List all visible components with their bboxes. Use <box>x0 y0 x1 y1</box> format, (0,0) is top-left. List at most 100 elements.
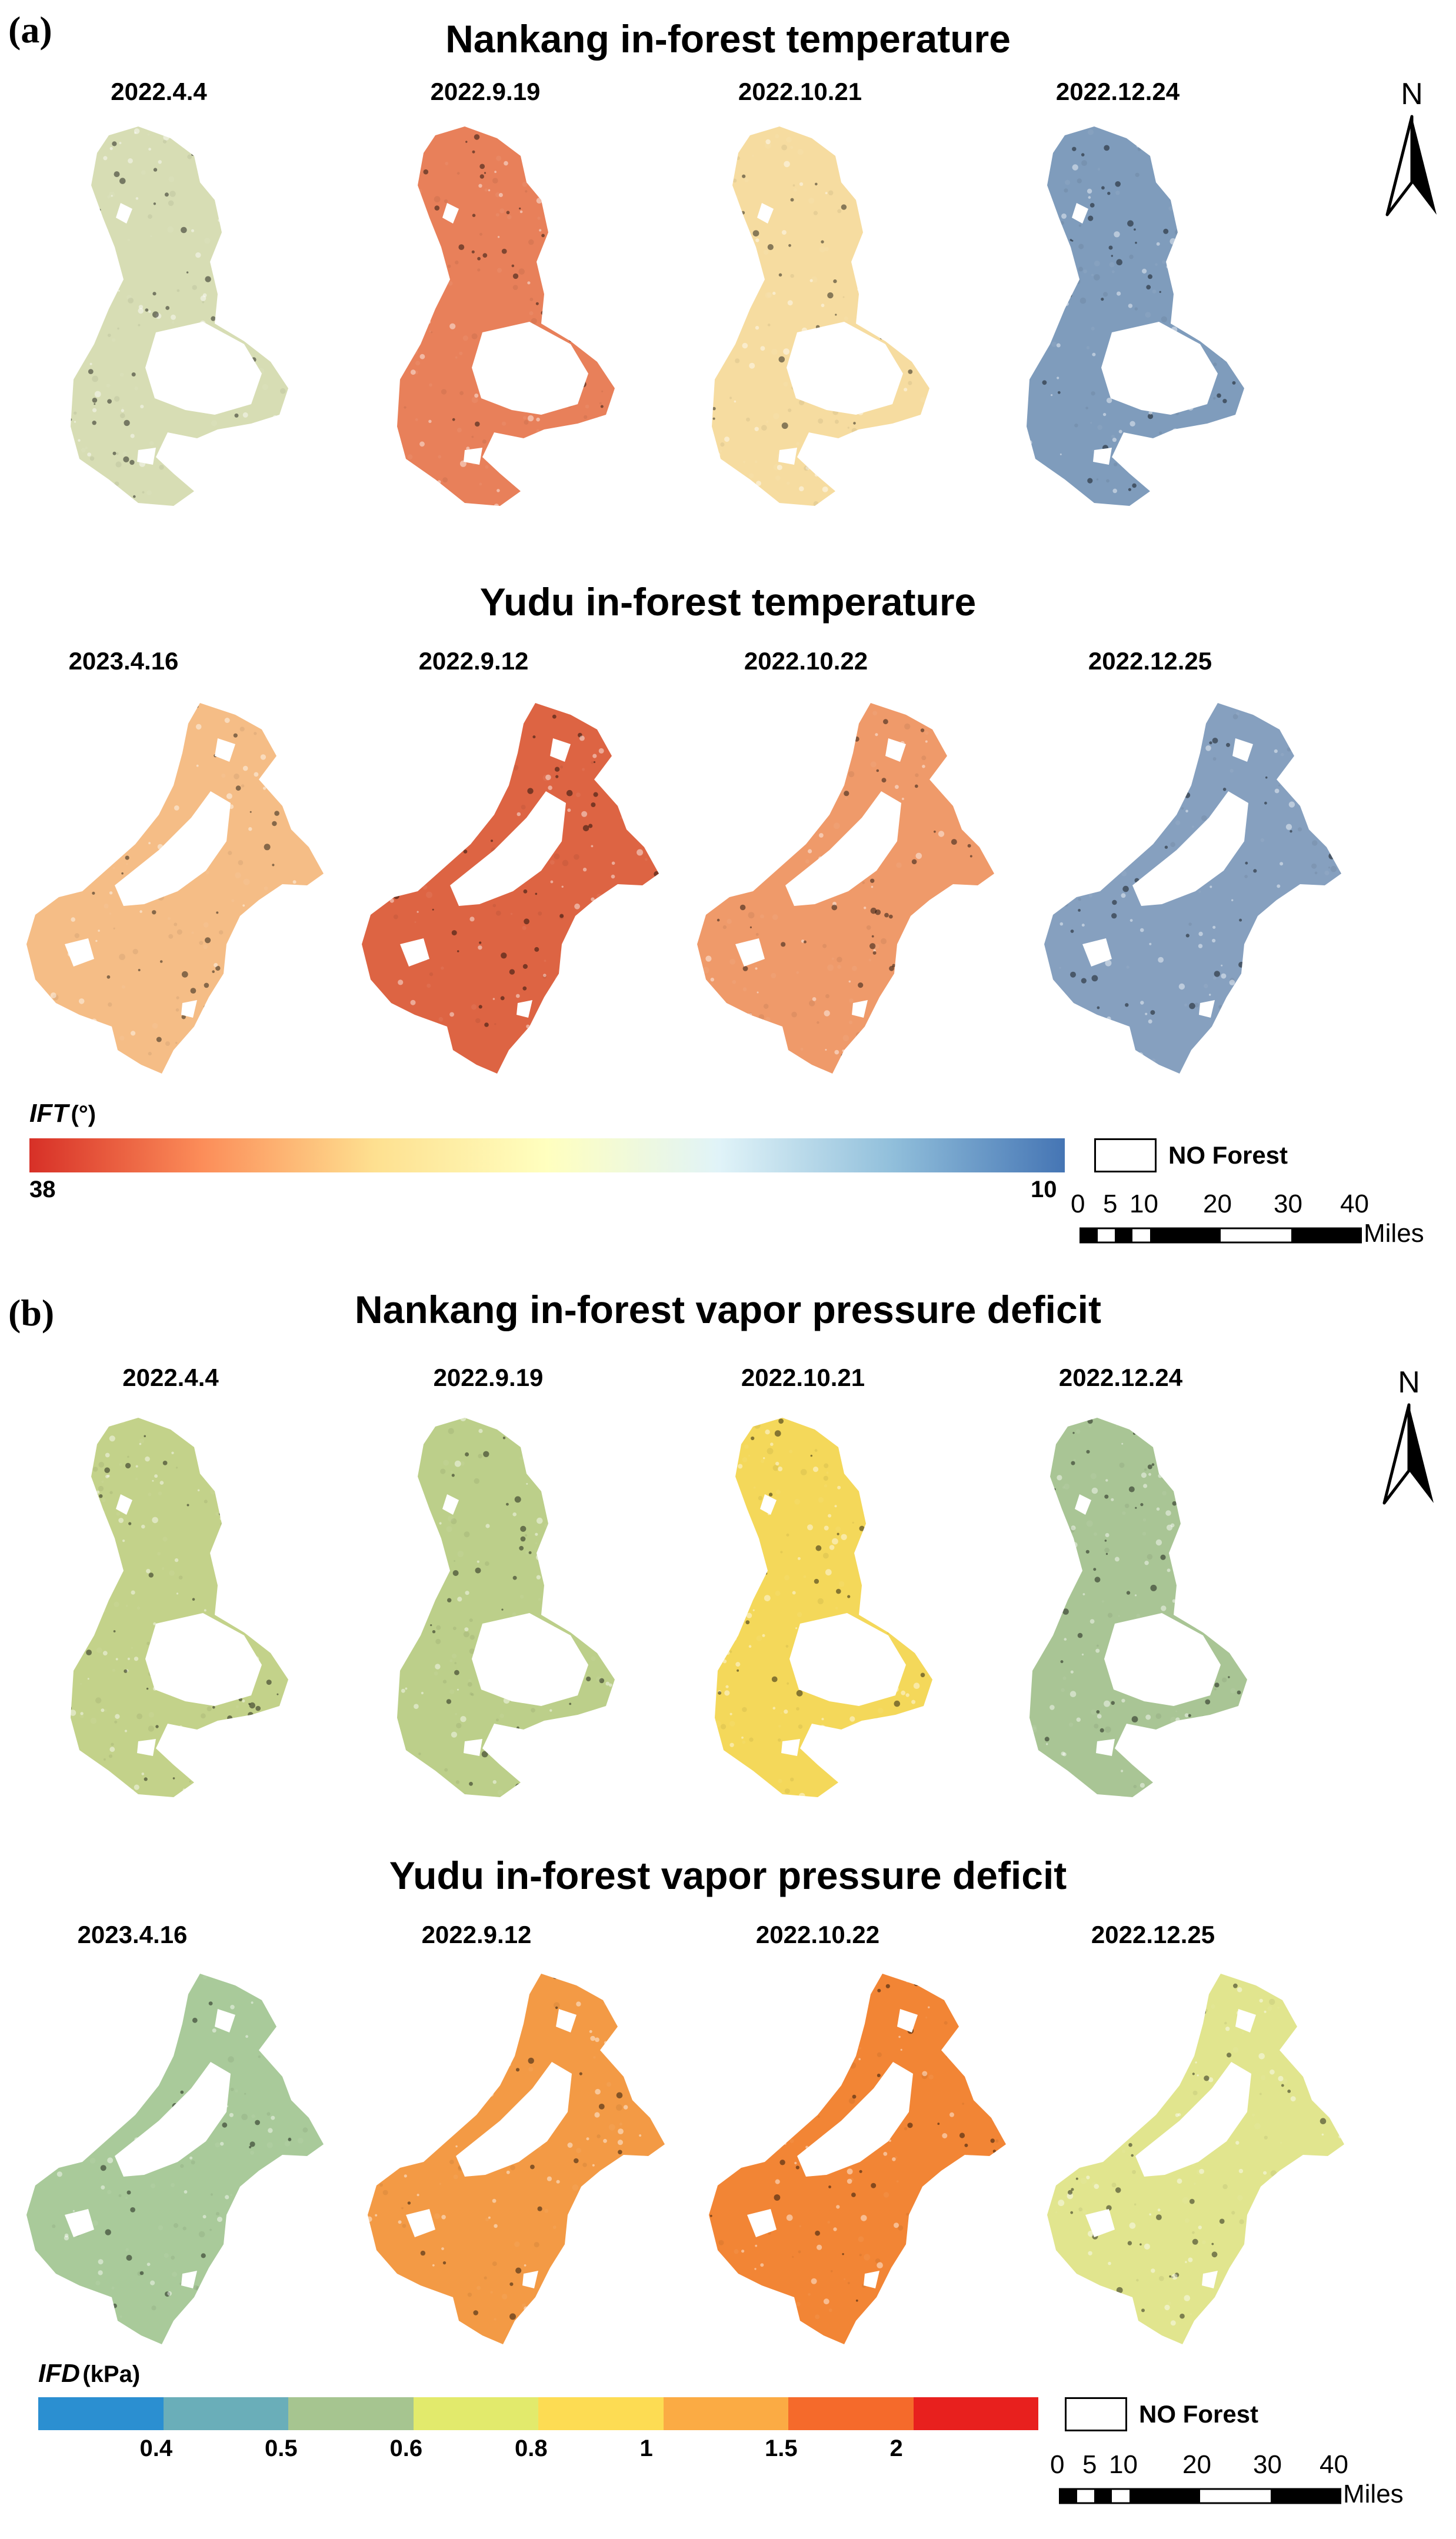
nankang-temperature-title: Nankang in-forest temperature <box>445 17 1011 61</box>
scale-unit: Miles <box>1364 1219 1424 1248</box>
yudu-vpd-map <box>26 1974 324 2344</box>
date-label: 2022.10.21 <box>741 1364 865 1391</box>
forest-area <box>1027 126 1244 506</box>
date-label: 2022.12.25 <box>1091 1921 1215 1948</box>
nankang-vpd-map <box>397 1418 615 1797</box>
no-forest-legend: NO Forest <box>1094 1138 1288 1172</box>
north-label: N <box>1398 1365 1420 1400</box>
nankang-vpd-title: Nankang in-forest vapor pressure deficit <box>355 1288 1101 1331</box>
ifd-tick-label: 2 <box>889 2435 903 2461</box>
forest-area <box>71 1418 288 1797</box>
ifd-tick-label: 0.5 <box>265 2435 298 2461</box>
date-label: 2022.10.22 <box>744 647 868 675</box>
date-label: 2022.9.12 <box>421 1921 532 1948</box>
scale-tick: 20 <box>1203 1189 1232 1218</box>
forest-area <box>697 703 994 1074</box>
no-forest-label: NO Forest <box>1168 1141 1288 1169</box>
date-label: 2022.12.25 <box>1088 647 1212 675</box>
panel-a-letter: (a) <box>8 9 52 51</box>
ift-max-label: 10 <box>1031 1177 1057 1202</box>
ifd-legend-unit: (kPa) <box>82 2361 141 2387</box>
date-label: 2022.12.24 <box>1055 78 1180 105</box>
nankang-temperature-map <box>397 126 615 506</box>
forest-area <box>709 1974 1006 2344</box>
ifd-tick-label: 0.4 <box>139 2435 173 2461</box>
ifd-tick-label: 0.6 <box>389 2435 423 2461</box>
forest-area <box>26 703 324 1074</box>
nankang-vpd-map <box>71 1418 288 1797</box>
date-label: 2022.10.22 <box>755 1921 880 1948</box>
yudu-vpd-title: Yudu in-forest vapor pressure deficit <box>389 1854 1067 1897</box>
date-label: 2023.4.16 <box>68 647 179 675</box>
scale-bar <box>1059 2488 1341 2504</box>
forest-area <box>1029 1418 1247 1797</box>
ifd-class-swatch <box>163 2397 288 2430</box>
scale-tick: 5 <box>1082 2450 1097 2479</box>
no-forest-swatch <box>1065 2397 1127 2431</box>
date-label: 2022.10.21 <box>738 78 862 105</box>
scale-tick: 30 <box>1274 1189 1302 1218</box>
ifd-legend-name: IFD <box>38 2359 80 2388</box>
forest-area <box>712 126 929 506</box>
yudu-vpd-map <box>709 1974 1006 2344</box>
date-label: 2022.9.19 <box>430 78 541 105</box>
forest-area <box>397 126 615 506</box>
north-label: N <box>1401 77 1423 111</box>
scale-bar-ticks: 0 5 10 20 30 40 <box>1050 2450 1380 2480</box>
nankang-vpd-map <box>715 1418 932 1797</box>
forest-area <box>71 126 288 506</box>
scale-tick: 10 <box>1109 2450 1138 2479</box>
nankang-temperature-map <box>712 126 929 506</box>
scale-tick: 0 <box>1071 1189 1085 1218</box>
yudu-vpd-map <box>1047 1974 1344 2344</box>
date-label: 2022.12.24 <box>1058 1364 1183 1391</box>
scale-unit: Miles <box>1343 2480 1404 2508</box>
ifd-color-classes <box>38 2397 1038 2430</box>
ifd-class-swatch <box>413 2397 538 2430</box>
ifd-class-swatch <box>663 2397 788 2430</box>
ifd-tick-label: 1.5 <box>765 2435 798 2461</box>
nankang-temperature-map <box>71 126 288 506</box>
ifd-tick-label: 0.8 <box>515 2435 548 2461</box>
yudu-temperature-map <box>697 703 994 1074</box>
ift-legend-name: IFT <box>29 1099 68 1128</box>
scale-tick: 20 <box>1182 2450 1211 2479</box>
date-label: 2023.4.16 <box>77 1921 188 1948</box>
forest-area <box>715 1418 932 1797</box>
ifd-class-swatch <box>788 2397 914 2430</box>
ift-min-label: 38 <box>29 1177 56 1202</box>
no-forest-label: NO Forest <box>1139 2400 1259 2428</box>
north-arrow: N <box>1377 1365 1441 1509</box>
forest-area <box>26 1974 324 2344</box>
scale-tick: 40 <box>1320 2450 1348 2479</box>
forest-area <box>1047 1974 1344 2344</box>
date-label: 2022.4.4 <box>122 1364 219 1391</box>
ifd-class-swatch <box>38 2397 164 2430</box>
north-arrow: N <box>1380 76 1444 221</box>
date-label: 2022.9.19 <box>433 1364 544 1391</box>
yudu-temperature-map <box>1044 703 1341 1074</box>
scale-tick: 10 <box>1130 1189 1158 1218</box>
forest-area <box>368 1974 665 2344</box>
yudu-temperature-map <box>26 703 324 1074</box>
ifd-legend-title: IFD (kPa) <box>38 2359 140 2388</box>
scale-bar <box>1079 1227 1362 1244</box>
scale-tick: 40 <box>1340 1189 1369 1218</box>
forest-area <box>362 703 659 1074</box>
ifd-tick-label: 1 <box>639 2435 653 2461</box>
scale-bar-ticks: 0 5 10 20 30 40 <box>1071 1189 1400 1219</box>
north-arrow-icon <box>1382 1403 1434 1505</box>
ifd-class-swatch <box>538 2397 664 2430</box>
nankang-vpd-map <box>1029 1418 1247 1797</box>
north-arrow-icon <box>1385 115 1437 216</box>
ift-legend-title: IFT (°) <box>29 1099 96 1128</box>
panel-b-letter: (b) <box>8 1292 55 1334</box>
date-label: 2022.9.12 <box>418 647 529 675</box>
ift-color-ramp <box>29 1138 1065 1172</box>
nankang-temperature-map <box>1027 126 1244 506</box>
yudu-vpd-map <box>368 1974 665 2344</box>
forest-area <box>397 1418 615 1797</box>
ifd-class-swatch <box>913 2397 1038 2430</box>
no-forest-swatch <box>1094 1138 1157 1172</box>
scale-tick: 5 <box>1103 1189 1118 1218</box>
